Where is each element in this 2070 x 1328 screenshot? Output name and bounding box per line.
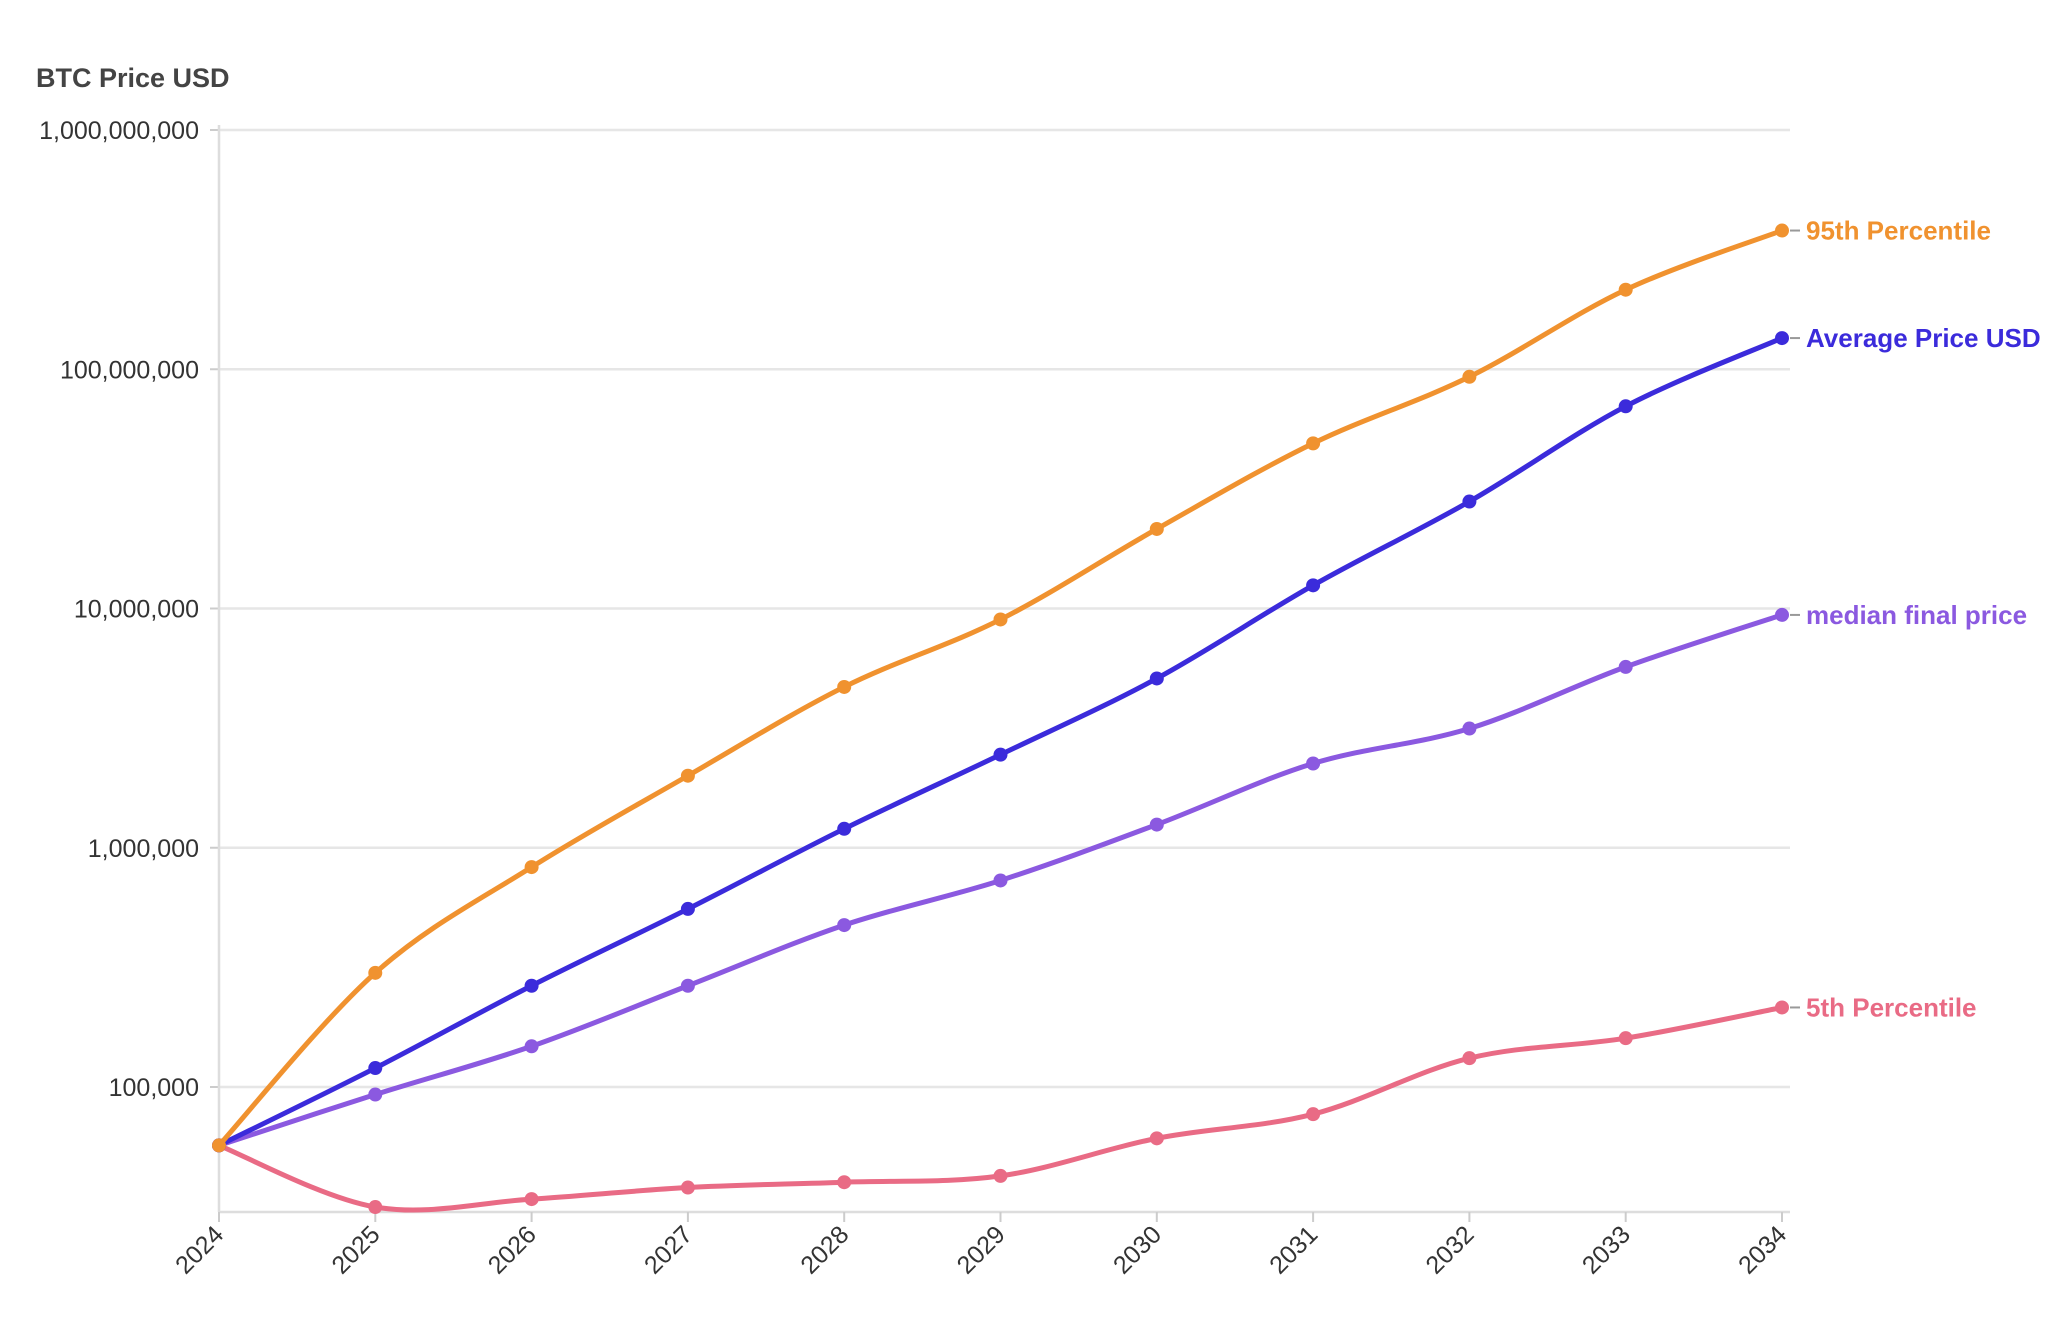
point-5th-percentile xyxy=(1149,1131,1164,1146)
y-tick-label: 100,000,000 xyxy=(60,356,199,384)
point-5th-percentile xyxy=(368,1200,383,1215)
series-5th-percentile xyxy=(212,1000,1789,1215)
y-axis-title: BTC Price USD xyxy=(36,63,230,93)
x-tick-label: 2034 xyxy=(1733,1220,1792,1279)
gridlines xyxy=(210,128,1790,1089)
point-95th-percentile xyxy=(1306,436,1321,451)
label-95th-percentile: 95th Percentile xyxy=(1806,216,1991,246)
point-5th-percentile xyxy=(1618,1031,1633,1046)
point-5th-percentile xyxy=(680,1180,695,1195)
series-average-price-usd xyxy=(212,331,1789,1153)
point-average-price-usd xyxy=(368,1061,383,1076)
point-average-price-usd xyxy=(680,901,695,916)
point-5th-percentile xyxy=(1306,1107,1321,1122)
label-average-price-usd: Average Price USD xyxy=(1806,323,2041,353)
x-axis: 2024 2025 2026 2027 2028 2029 2030 2031 2032 2033… xyxy=(170,125,1792,1280)
point-average-price-usd xyxy=(1775,331,1789,346)
line-95th-percentile xyxy=(216,228,1785,1148)
point-95th-percentile xyxy=(1462,369,1477,384)
series-95th-percentile xyxy=(212,223,1789,1153)
x-tick-label: 2027 xyxy=(639,1220,698,1279)
point-95th-percentile xyxy=(368,965,383,980)
point-95th-percentile xyxy=(993,612,1008,627)
point-median-final-price xyxy=(1149,817,1164,832)
y-tick-labels: 100,000 1,000,000 10,000,000 100,000,000 1,0… xyxy=(39,117,199,1102)
point-average-price-usd xyxy=(524,978,539,993)
point-median-final-price xyxy=(680,978,695,993)
series-median-final-price xyxy=(212,607,1789,1153)
point-average-price-usd xyxy=(1462,494,1477,509)
point-5th-percentile xyxy=(1462,1051,1477,1066)
point-95th-percentile xyxy=(1149,521,1164,536)
x-tick-label: 2028 xyxy=(795,1220,854,1279)
x-tick-label: 2026 xyxy=(483,1220,542,1279)
point-median-final-price xyxy=(993,873,1008,888)
x-tick-label: 2024 xyxy=(170,1220,229,1279)
point-median-final-price xyxy=(1775,607,1789,622)
point-95th-percentile xyxy=(1775,223,1789,238)
point-median-final-price xyxy=(1306,756,1321,771)
point-average-price-usd xyxy=(993,747,1008,762)
y-tick-label: 10,000,000 xyxy=(74,596,199,624)
x-tick-label: 2032 xyxy=(1421,1220,1480,1279)
x-tick-label: 2033 xyxy=(1577,1220,1636,1279)
point-5th-percentile xyxy=(1775,1000,1789,1015)
x-tick-label: 2029 xyxy=(952,1220,1011,1279)
x-tick-label: 2025 xyxy=(326,1220,385,1279)
point-95th-percentile xyxy=(212,1138,226,1153)
series-labels: 5th Percentile median final price Average … xyxy=(1790,216,2041,1022)
y-tick-label: 1,000,000 xyxy=(88,835,199,863)
y-tick-label: 1,000,000,000 xyxy=(39,117,199,145)
label-median-final-price: median final price xyxy=(1806,600,2027,630)
point-95th-percentile xyxy=(837,679,852,694)
point-average-price-usd xyxy=(1618,399,1633,414)
point-average-price-usd xyxy=(1149,671,1164,686)
point-median-final-price xyxy=(1462,721,1477,736)
point-median-final-price xyxy=(837,918,852,933)
point-average-price-usd xyxy=(837,821,852,836)
line-average-price-usd xyxy=(216,335,1785,1148)
x-tick-label: 2030 xyxy=(1108,1220,1167,1279)
x-tick-label: 2031 xyxy=(1264,1220,1323,1279)
point-average-price-usd xyxy=(1306,578,1321,593)
point-5th-percentile xyxy=(837,1175,852,1190)
point-95th-percentile xyxy=(524,860,539,875)
point-median-final-price xyxy=(368,1087,383,1102)
point-5th-percentile xyxy=(993,1168,1008,1183)
point-median-final-price xyxy=(1618,659,1633,674)
point-95th-percentile xyxy=(1618,282,1633,297)
y-tick-label: 100,000 xyxy=(109,1074,199,1102)
point-95th-percentile xyxy=(680,768,695,783)
label-5th-percentile: 5th Percentile xyxy=(1806,992,1977,1022)
point-median-final-price xyxy=(524,1039,539,1054)
point-5th-percentile xyxy=(524,1192,539,1207)
series-lines xyxy=(212,223,1789,1215)
